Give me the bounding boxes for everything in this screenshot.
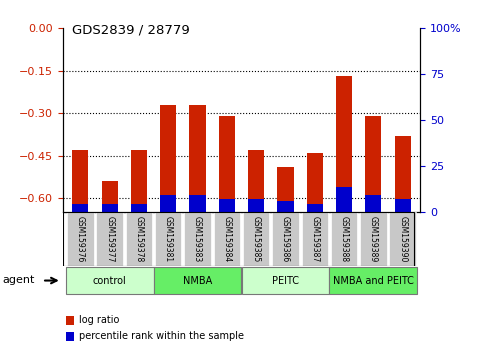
Bar [72, 204, 88, 212]
Text: GSM159383: GSM159383 [193, 216, 202, 262]
Text: GSM159376: GSM159376 [76, 216, 85, 262]
Text: GSM159378: GSM159378 [134, 216, 143, 262]
Bar [154, 267, 242, 294]
Bar [243, 212, 270, 266]
Bar [67, 212, 94, 266]
Bar [395, 136, 411, 212]
Text: GSM159386: GSM159386 [281, 216, 290, 262]
Bar [155, 212, 182, 266]
Text: agent: agent [2, 275, 35, 285]
Text: GSM159385: GSM159385 [252, 216, 261, 262]
Bar [213, 212, 240, 266]
Text: GSM159387: GSM159387 [310, 216, 319, 262]
Bar [219, 199, 235, 212]
Bar [219, 116, 235, 212]
Bar [242, 267, 329, 294]
Text: NMBA: NMBA [183, 275, 212, 286]
Text: GDS2839 / 28779: GDS2839 / 28779 [72, 23, 190, 36]
Bar [101, 181, 118, 212]
Bar [101, 204, 118, 212]
Bar [331, 212, 357, 266]
Text: GSM159389: GSM159389 [369, 216, 378, 262]
Text: log ratio: log ratio [79, 315, 119, 325]
Bar [66, 267, 154, 294]
Bar [277, 167, 294, 212]
Bar [389, 212, 416, 266]
Bar [126, 212, 152, 266]
Bar [185, 212, 211, 266]
Bar [97, 212, 123, 266]
Text: PEITC: PEITC [272, 275, 299, 286]
Bar [189, 105, 206, 212]
Bar [131, 150, 147, 212]
Bar [395, 199, 411, 212]
Bar [307, 153, 323, 212]
Bar [277, 200, 294, 212]
Bar [248, 150, 264, 212]
Text: control: control [93, 275, 127, 286]
Bar [301, 212, 328, 266]
Text: GSM159388: GSM159388 [340, 216, 349, 262]
Text: GSM159390: GSM159390 [398, 216, 407, 262]
Bar [365, 195, 382, 212]
Text: GSM159377: GSM159377 [105, 216, 114, 262]
Text: GSM159381: GSM159381 [164, 216, 173, 262]
Bar [66, 316, 74, 325]
Text: GSM159384: GSM159384 [222, 216, 231, 262]
Bar [189, 195, 206, 212]
Bar [66, 332, 74, 341]
Bar [160, 105, 176, 212]
Text: NMBA and PEITC: NMBA and PEITC [333, 275, 414, 286]
Bar [360, 212, 386, 266]
Bar [365, 116, 382, 212]
Bar [336, 187, 352, 212]
Bar [72, 150, 88, 212]
Bar [131, 204, 147, 212]
Bar [160, 195, 176, 212]
Bar [272, 212, 298, 266]
Bar [329, 267, 417, 294]
Text: percentile rank within the sample: percentile rank within the sample [79, 331, 244, 341]
Bar [307, 204, 323, 212]
Bar [248, 199, 264, 212]
Bar [336, 76, 352, 212]
